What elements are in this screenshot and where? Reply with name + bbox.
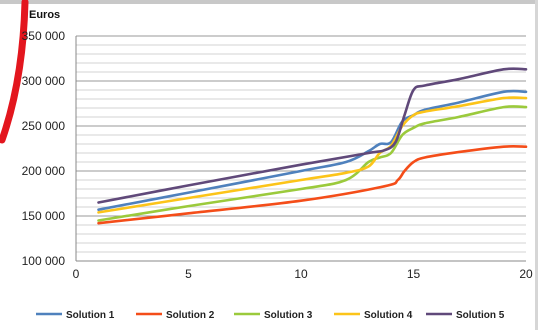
x-tick-label: 0 <box>73 267 80 281</box>
frame-top-border <box>0 0 538 4</box>
legend-label-3: Solution 3 <box>264 310 313 321</box>
y-tick-label: 200 000 <box>22 164 66 178</box>
legend-label-2: Solution 2 <box>166 310 215 321</box>
series-line-3 <box>97 105 528 222</box>
red-arc-decoration <box>0 0 29 144</box>
x-tick-label: 15 <box>407 267 421 281</box>
legend: Solution 1 Solution 2 Solution 3 Solution 4… <box>36 310 505 321</box>
gridlines <box>76 35 526 262</box>
y-tick-label: 100 000 <box>22 254 66 268</box>
series-line-5 <box>97 67 528 204</box>
axes <box>75 36 526 262</box>
frame-right-border <box>535 0 538 330</box>
y-tick-label: 350 000 <box>22 29 66 43</box>
plot-area <box>76 36 526 261</box>
x-tick-label: 5 <box>185 267 192 281</box>
x-tick-label: 10 <box>294 267 308 281</box>
y-tick-labels: 100 000 150 000 200 000 250 000 300 000 350 0… <box>22 29 66 268</box>
legend-label-5: Solution 5 <box>456 310 505 321</box>
y-tick-label: 150 000 <box>22 209 66 223</box>
y-tick-label: 250 000 <box>22 119 66 133</box>
legend-label-4: Solution 4 <box>364 310 413 321</box>
series-line-2 <box>97 145 528 225</box>
x-tick-labels: 0 5 10 15 20 <box>73 267 533 281</box>
x-tick-label: 20 <box>519 267 533 281</box>
y-axis-unit-label: Euros <box>29 9 60 21</box>
legend-label-1: Solution 1 <box>66 310 115 321</box>
series-lines <box>97 67 528 225</box>
series-line-1 <box>97 89 528 211</box>
y-tick-label: 300 000 <box>22 74 66 88</box>
